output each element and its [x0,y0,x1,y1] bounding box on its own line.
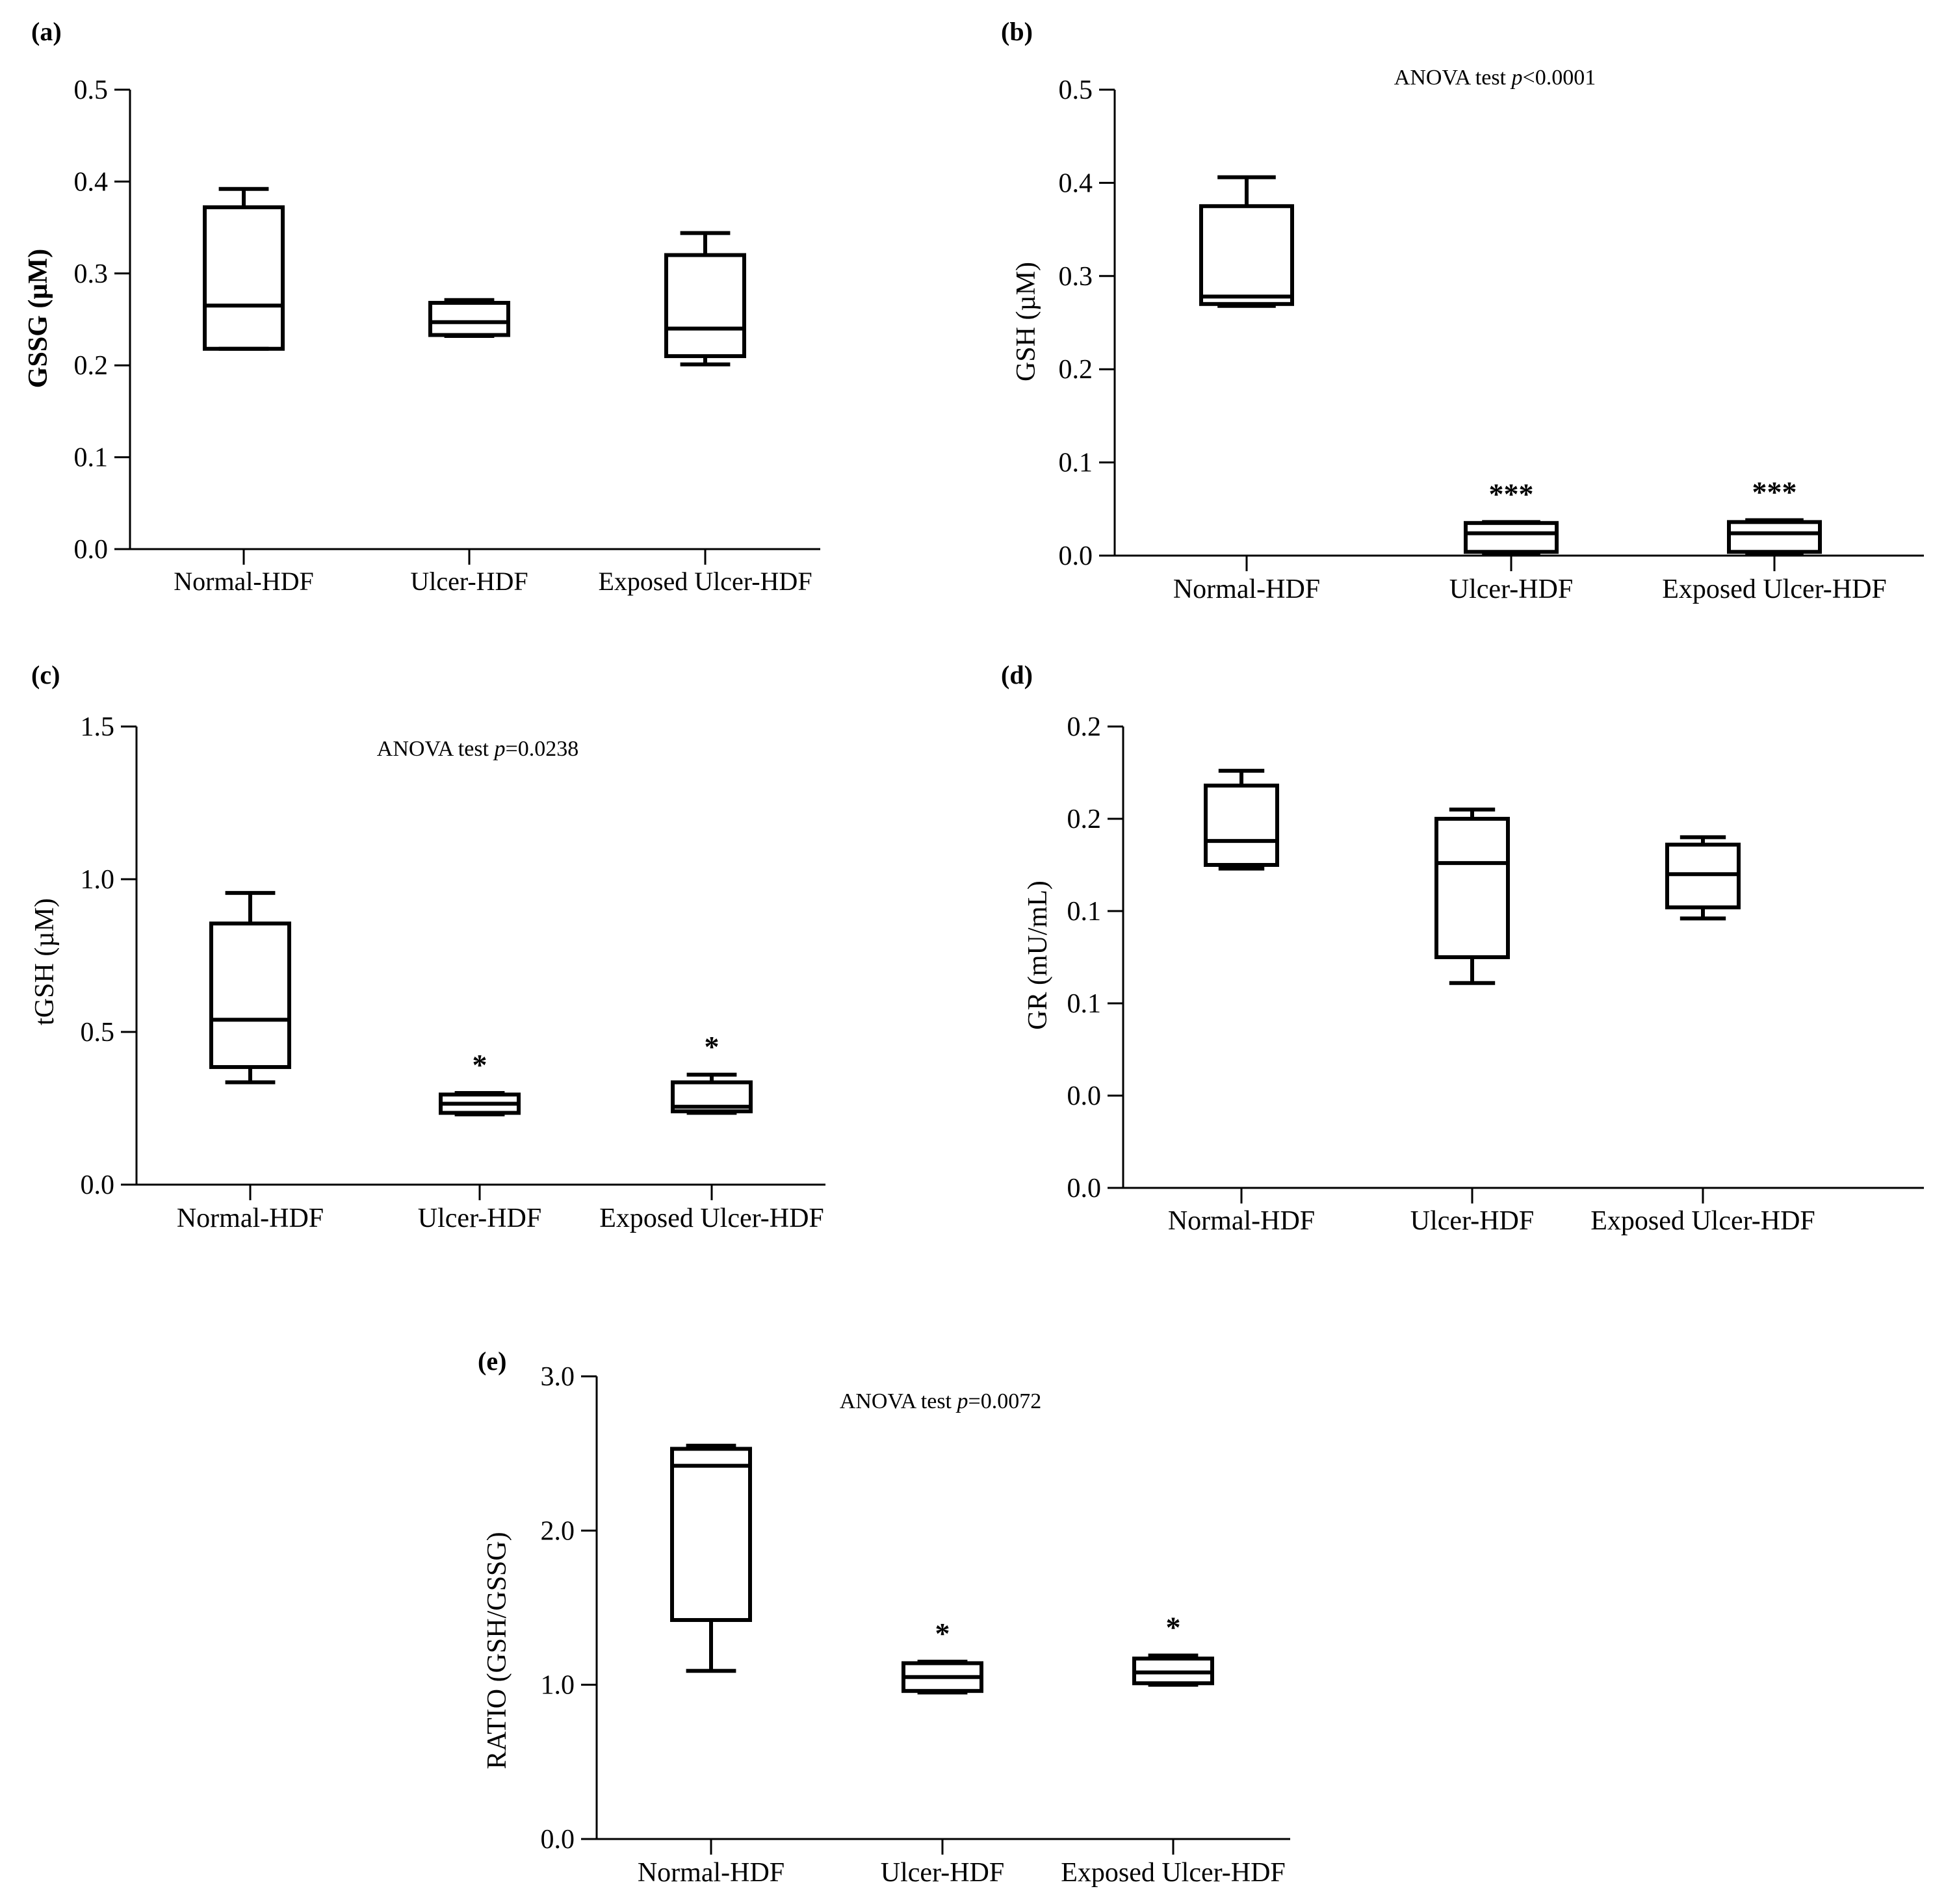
y-tick-label: 0.0 [1067,1081,1102,1111]
x-tick-label: Normal-HDF [174,567,314,596]
panel-e-ylabel: RATIO (GSH/GSSG) [482,1532,512,1769]
panel-d: (d) GR (mU/mL) 0.0 0.0 0.1 0.1 0.2 0.2 Normal-… [1001,660,1924,1236]
panel-e-annotation: ANOVA test p=0.0072 [840,1389,1041,1413]
panel-e-annotation-suffix: =0.0072 [968,1389,1042,1413]
y-tick-label: 0.1 [1067,897,1102,927]
y-tick-label: 0.2 [74,351,109,381]
y-tick-label: 0.2 [1059,355,1093,385]
significance-marker: *** [1752,476,1797,509]
y-tick-label: 0.4 [1059,168,1093,198]
y-tick-label: 0.2 [1067,804,1102,834]
y-tick-label: 0.1 [74,443,109,473]
panel-e-plot: 0.0 1.0 2.0 3.0 Normal-HDF Ulcer-HDF * Exposed … [541,1362,1290,1888]
x-tick-label: Ulcer-HDF [1449,574,1573,604]
y-tick-label: 0.3 [74,259,109,289]
panel-b-annotation-suffix: <0.0001 [1523,66,1596,90]
x-tick-label: Exposed Ulcer-HDF [598,567,812,596]
panel-c-annotation-prefix: ANOVA test [377,737,495,761]
x-tick-label: Exposed Ulcer-HDF [599,1203,824,1233]
y-tick-label: 1.0 [541,1671,575,1701]
box [1199,204,1294,306]
box [203,205,285,351]
x-tick-label: Normal-HDF [177,1203,324,1233]
box [1434,817,1510,959]
y-tick-label: 1.0 [81,865,115,895]
y-tick-label: 0.0 [541,1825,575,1855]
panel-c-annotation-suffix: =0.0238 [506,737,579,761]
y-tick-label: 0.0 [1067,1174,1102,1203]
panel-b-ylabel: GSH (µM) [1011,262,1041,381]
y-tick-label: 0.4 [74,167,109,197]
box [671,1080,753,1114]
box [1464,521,1559,554]
panel-b-annotation: ANOVA test p<0.0001 [1394,66,1596,90]
x-tick-label: Exposed Ulcer-HDF [1662,574,1887,604]
panel-a-plot: 0.0 0.1 0.2 0.3 0.4 0.5 Normal-HDF Ulcer-HDF Exp… [74,75,820,596]
panel-c-annotation-p: p [493,737,506,761]
x-tick-label: Ulcer-HDF [1410,1206,1534,1236]
significance-marker: *** [1489,477,1534,510]
panel-d-ylabel: GR (mU/mL) [1023,881,1053,1030]
significance-marker: * [705,1030,720,1063]
y-tick-label: 0.5 [74,75,109,105]
y-tick-label: 0.0 [81,1170,115,1200]
y-tick-label: 0.3 [1059,262,1093,292]
panel-d-plot: 0.0 0.0 0.1 0.1 0.2 0.2 Normal-HDF Ulcer-HDF Exp… [1067,712,1924,1236]
y-tick-label: 0.1 [1067,989,1102,1019]
panel-a: (a) GSSG (µM) 0.0 0.1 0.2 0.3 0.4 0.5 Normal-H… [23,17,820,596]
y-tick-label: 0.1 [1059,448,1093,478]
panel-e-annotation-prefix: ANOVA test [840,1389,957,1413]
panel-e-label: (e) [478,1346,506,1376]
significance-marker: * [473,1048,487,1081]
panel-c-annotation: ANOVA test p=0.0238 [377,737,578,761]
x-tick-label: Normal-HDF [638,1858,785,1888]
panel-c-label: (c) [31,660,60,689]
box [1204,783,1279,868]
panel-e-annotation-p: p [956,1389,968,1413]
x-tick-label: Ulcer-HDF [410,567,528,596]
box [209,921,291,1070]
x-tick-label: Exposed Ulcer-HDF [1061,1858,1286,1888]
box [428,301,510,337]
panel-b-plot: 0.0 0.1 0.2 0.3 0.4 0.5 Normal-HDF Ulcer-HDF ***… [1059,75,1924,604]
panel-b-annotation-p: p [1511,66,1523,90]
x-tick-label: Ulcer-HDF [418,1203,541,1233]
box [670,1447,752,1622]
significance-marker: * [1166,1611,1181,1644]
x-tick-label: Normal-HDF [1173,574,1320,604]
panel-c-plot: 0.0 0.5 1.0 1.5 Normal-HDF Ulcer-HDF * Exposed … [81,712,825,1233]
significance-marker: * [935,1617,950,1650]
panel-b: (b) ANOVA test p<0.0001 GSH (µM) 0.00.10… [1001,17,1924,604]
x-tick-label: Normal-HDF [1168,1206,1315,1236]
y-tick-label: 1.5 [81,712,115,742]
panel-e: (e) ANOVA test p=0.0072 RATIO (GSH/GSSG)… [478,1346,1290,1888]
y-tick-label: 0.5 [81,1018,115,1048]
panel-d-label: (d) [1001,660,1033,689]
panel-b-label: (b) [1001,17,1033,46]
y-tick-label: 2.0 [541,1516,575,1546]
x-tick-label: Ulcer-HDF [881,1858,1004,1888]
x-tick-label: Exposed Ulcer-HDF [1590,1206,1815,1236]
y-tick-label: 0.2 [1067,712,1102,742]
y-tick-label: 0.0 [1059,541,1093,571]
box [664,253,746,359]
panel-c-ylabel: tGSH (µM) [30,898,60,1025]
panel-b-annotation-prefix: ANOVA test [1394,66,1512,90]
box [1727,520,1822,554]
y-tick-label: 0.0 [74,535,109,565]
y-tick-label: 3.0 [541,1362,575,1392]
y-tick-label: 0.5 [1059,75,1093,105]
panel-c: (c) ANOVA test p=0.0238 tGSH (µM) 0.0 0.5… [30,660,825,1233]
panel-a-label: (a) [31,17,62,46]
panel-a-ylabel: GSSG (µM) [23,249,53,388]
